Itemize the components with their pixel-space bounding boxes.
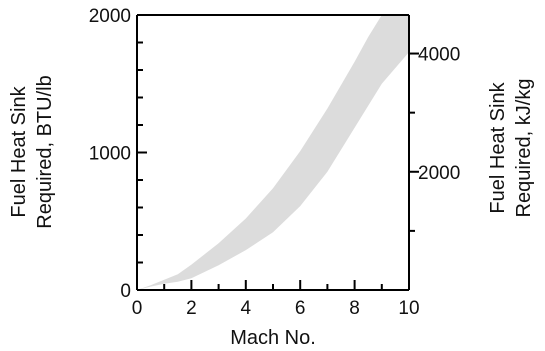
x-tick-label-6: 6	[295, 298, 306, 319]
y2-tick-label-2000: 2000	[418, 163, 460, 184]
band-layer	[137, 15, 409, 290]
y2-tick-label-4000: 4000	[418, 45, 460, 66]
axis-ticks	[136, 14, 419, 291]
heat-sink-band	[137, 15, 409, 290]
y-tick-label-1000: 1000	[89, 144, 131, 165]
x-tick-label-0: 0	[132, 298, 143, 319]
axis-labels: 0 2 4 6 8 10 0 1000 2000 2000 4000 Mach No. Fuel Hea…	[8, 6, 535, 349]
x-tick-label-10: 10	[398, 298, 419, 319]
x-tick-label-4: 4	[241, 298, 252, 319]
y2-axis-title: Fuel Heat Sink Required, kJ/kg	[487, 79, 535, 218]
x-axis-title: Mach No.	[230, 327, 316, 349]
x-tick-label-2: 2	[186, 298, 197, 319]
x-tick-label-8: 8	[349, 298, 360, 319]
y-axis-title: Fuel Heat Sink Required, BTU/lb	[8, 75, 56, 228]
y-tick-label-0: 0	[120, 281, 131, 302]
y-tick-label-2000: 2000	[89, 6, 131, 27]
